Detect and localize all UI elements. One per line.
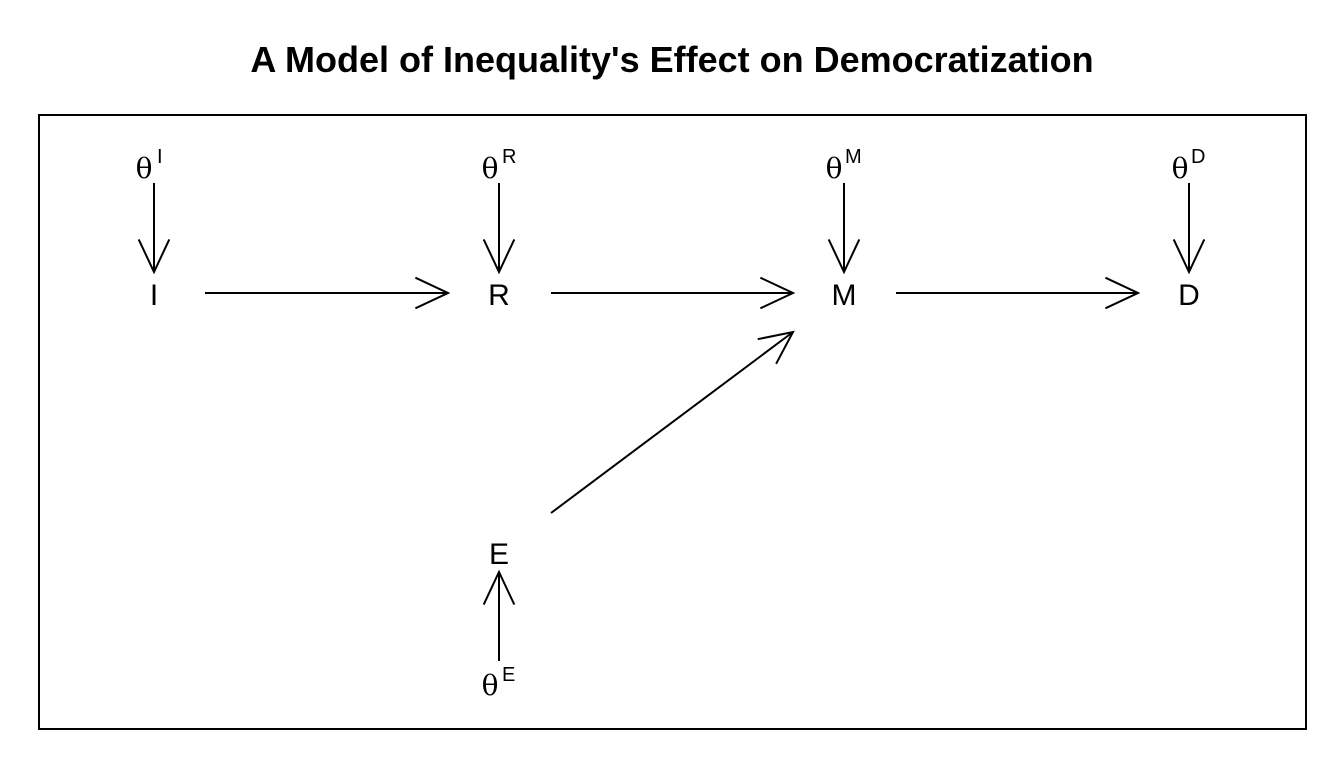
node-R: R: [488, 279, 510, 312]
node-E: E: [489, 538, 509, 571]
plot-frame: [38, 114, 1307, 730]
theta-I-superscript: I: [157, 146, 163, 168]
edge-thetaD-D: [1172, 183, 1206, 275]
node-layer: I R M D E: [150, 279, 1200, 571]
edge-thetaR-R: [482, 183, 516, 275]
theta-M-superscript: M: [845, 146, 862, 168]
theta-D-superscript: D: [1191, 146, 1205, 168]
node-D: D: [1178, 279, 1200, 312]
edge-I-R: [205, 276, 451, 310]
theta-M-symbol: θ: [826, 152, 843, 185]
node-I: I: [150, 279, 158, 312]
diagram-title: A Model of Inequality's Effect on Democr…: [250, 39, 1093, 80]
theta-I-symbol: θ: [136, 152, 153, 185]
edge-thetaM-M: [827, 183, 861, 275]
theta-R-superscript: R: [502, 146, 516, 168]
theta-D-symbol: θ: [1172, 152, 1189, 185]
edge-thetaI-I: [137, 183, 171, 275]
theta-E-symbol: θ: [482, 669, 499, 702]
edge-E-M: [550, 330, 795, 514]
edge-layer: [205, 276, 1141, 514]
theta-E-superscript: E: [502, 664, 515, 686]
theta-R-symbol: θ: [482, 152, 499, 185]
exogenous-label-layer: θ I θ R θ M θ D θ E: [136, 146, 1206, 702]
exogenous-edge-layer: [137, 183, 1206, 661]
edge-R-M: [551, 276, 796, 310]
node-M: M: [832, 279, 857, 312]
edge-M-D: [896, 276, 1141, 310]
edge-thetaE-E: [482, 569, 516, 661]
